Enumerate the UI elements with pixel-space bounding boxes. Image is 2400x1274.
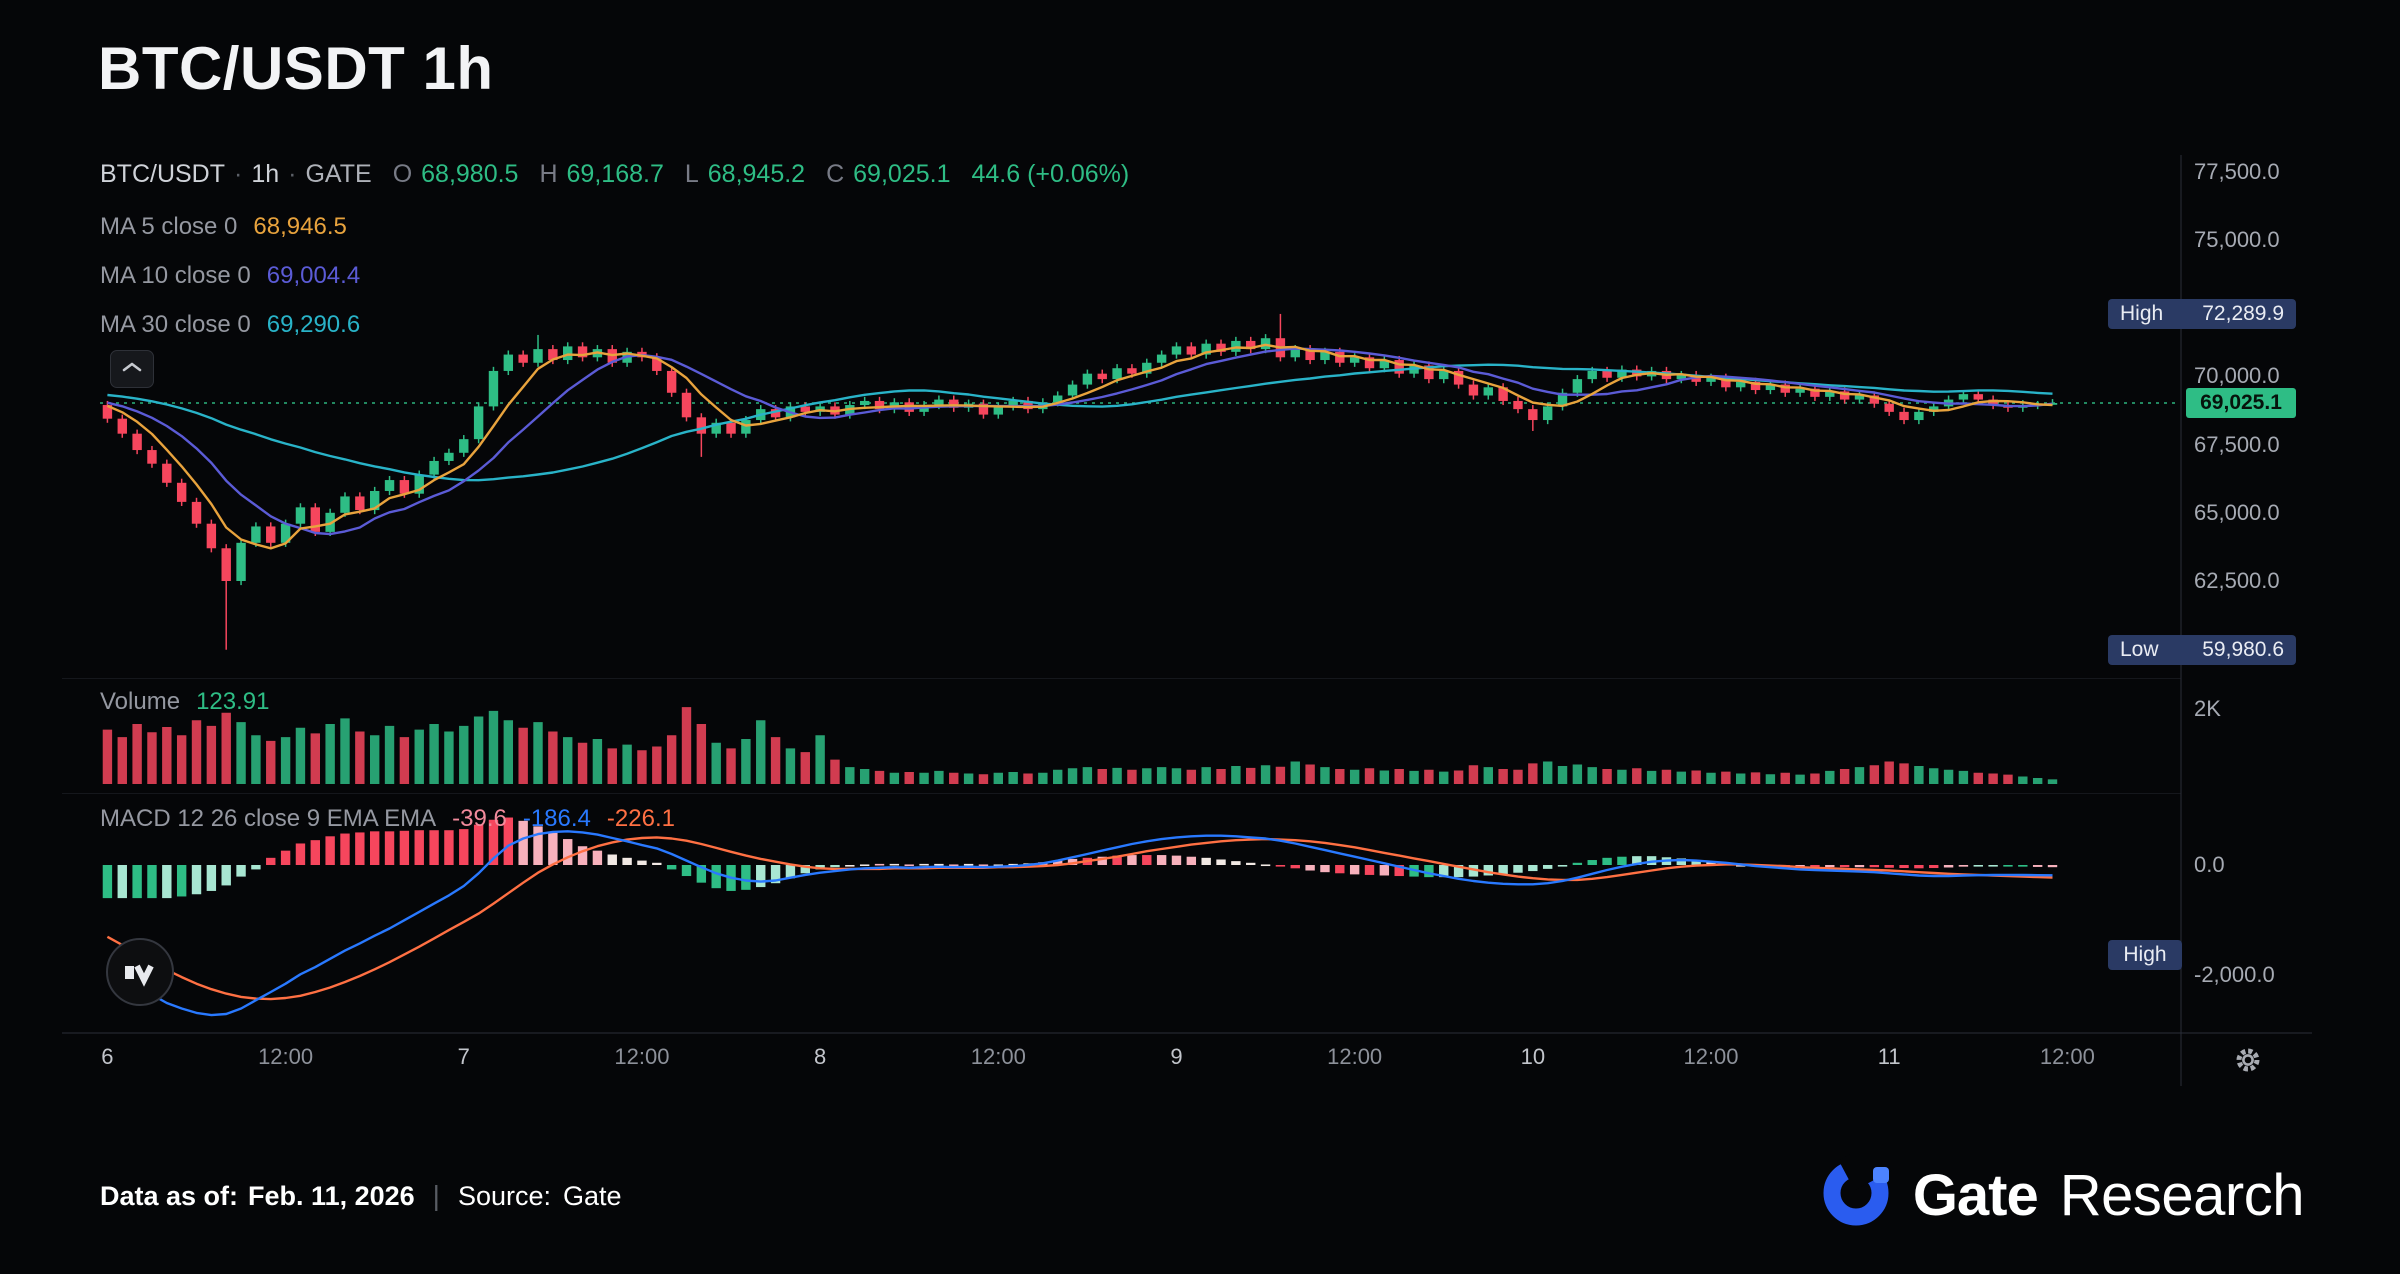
- time-axis-label: 7: [457, 1044, 470, 1069]
- close-label: C: [826, 160, 845, 188]
- ma30-value: 69,290.6: [266, 311, 361, 338]
- high-badge-label: High: [2120, 301, 2164, 325]
- legend-interval: 1h: [251, 160, 280, 188]
- price-axis[interactable]: 77,500.0 75,000.0 70,000.0 67,500.0 65,000.0…: [2181, 155, 2400, 1033]
- time-axis[interactable]: 6 12:00 7 12:00 8 12:00 9 12:00 10 12:00 11 12:00: [0, 1034, 2400, 1082]
- source-value: Gate: [563, 1181, 622, 1211]
- volume-legend-row[interactable]: Volume 123.91: [100, 688, 269, 716]
- axis-tick-label: 67,500.0: [2194, 431, 2280, 457]
- macd-hist-value: -39.6: [452, 805, 507, 832]
- legend-separator: ·: [234, 160, 243, 188]
- axis-tick-label: 62,500.0: [2194, 568, 2280, 593]
- high-price-badge: High 72,289.9: [2108, 298, 2296, 329]
- tradingview-icon: [125, 964, 154, 987]
- time-axis-label: 12:00: [2039, 1044, 2095, 1069]
- axis-tick-label: 70,000.0: [2194, 363, 2280, 389]
- last-price-badge: 69,025.1: [2186, 387, 2296, 418]
- legend-symbol: BTC/USDT: [100, 160, 225, 188]
- time-axis-label: 8: [814, 1044, 827, 1069]
- ma30-legend-row[interactable]: MA 30 close 0 69,290.6: [100, 311, 360, 339]
- chevron-up-icon: [122, 360, 142, 378]
- open-label: O: [392, 160, 413, 188]
- time-axis-label: 9: [1170, 1044, 1183, 1069]
- macd-legend-row[interactable]: MACD 12 26 close 9 EMA EMA -39.6 -186.4 …: [100, 805, 675, 833]
- axis-tick-label: 0.0: [2194, 852, 2225, 877]
- ma30-label: MA 30 close 0: [100, 311, 251, 338]
- macd-signal-value: -226.1: [606, 805, 675, 832]
- time-axis-label: 12:00: [970, 1044, 1026, 1069]
- time-axis-label: 12:00: [258, 1044, 314, 1069]
- axis-tick-label: 65,000.0: [2194, 499, 2280, 525]
- time-axis-label: 6: [101, 1044, 114, 1069]
- data-as-of-label: Data as of:: [100, 1181, 239, 1211]
- collapse-indicators-button[interactable]: [110, 350, 154, 388]
- macd-high-badge-label: High: [2123, 943, 2167, 966]
- open-value: 68,980.5: [421, 160, 519, 188]
- close-value: 69,025.1: [853, 160, 951, 188]
- ma10-value: 69,004.4: [266, 262, 361, 289]
- volume-value: 123.91: [196, 688, 270, 715]
- gear-icon: [2236, 1048, 2260, 1072]
- ma5-legend-row[interactable]: MA 5 close 0 68,946.5: [100, 213, 347, 241]
- macd-high-badge: High: [2108, 940, 2182, 970]
- time-axis-label: 12:00: [1683, 1044, 1739, 1069]
- time-axis-label: 10: [1520, 1044, 1546, 1069]
- change-value: 44.6 (+0.06%): [971, 160, 1130, 188]
- timezone-settings-button[interactable]: [2230, 1042, 2266, 1078]
- source-label: Source:: [457, 1181, 552, 1211]
- ma10-legend-row[interactable]: MA 10 close 0 69,004.4: [100, 262, 360, 290]
- high-value: 69,168.7: [566, 160, 664, 188]
- time-axis-label: 12:00: [1327, 1044, 1383, 1069]
- legend-separator: ·: [288, 160, 297, 188]
- high-label: H: [539, 160, 558, 188]
- axis-tick-label: 75,000.0: [2194, 227, 2280, 252]
- data-as-of-value: Feb. 11, 2026: [248, 1181, 415, 1211]
- ma10-label: MA 10 close 0: [100, 262, 251, 289]
- brand-gate-text: Gate: [1912, 1163, 2039, 1228]
- symbol-legend[interactable]: BTC/USDT · 1h · GATE O 68,980.5 H 69,168…: [100, 160, 1129, 189]
- page-title: BTC/USDT 1h: [98, 35, 494, 102]
- footer-divider: |: [432, 1180, 440, 1211]
- low-label: L: [684, 160, 699, 188]
- time-axis-label: 12:00: [614, 1044, 670, 1069]
- axis-tick-label: 77,500.0: [2194, 158, 2280, 184]
- time-axis-label: 11: [1877, 1044, 1901, 1069]
- volume-label: Volume: [100, 688, 181, 715]
- high-badge-value: 72,289.9: [2202, 301, 2284, 325]
- legend-exchange: GATE: [305, 160, 372, 188]
- low-value: 68,945.2: [707, 160, 806, 188]
- low-price-badge: Low 59,980.6: [2108, 634, 2296, 665]
- ma5-label: MA 5 close 0: [100, 213, 238, 240]
- gate-logo: [1817, 1139, 1895, 1237]
- macd-label: MACD 12 26 close 9 EMA EMA: [100, 805, 437, 832]
- ma5-value: 68,946.5: [253, 213, 347, 240]
- macd-line-value: -186.4: [522, 805, 591, 832]
- axis-tick-label: 2K: [2194, 696, 2221, 721]
- low-badge-value: 59,980.6: [2202, 637, 2284, 661]
- brand-research-text: Research: [2059, 1163, 2305, 1228]
- footer-meta: Data as of: Feb. 11, 2026 | Source: Gate: [100, 1180, 622, 1212]
- low-badge-label: Low: [2120, 637, 2159, 661]
- axis-tick-label: -2,000.0: [2194, 962, 2275, 988]
- gate-research-brand: Gate Research: [1817, 1139, 2305, 1237]
- tradingview-logo[interactable]: [106, 938, 174, 1006]
